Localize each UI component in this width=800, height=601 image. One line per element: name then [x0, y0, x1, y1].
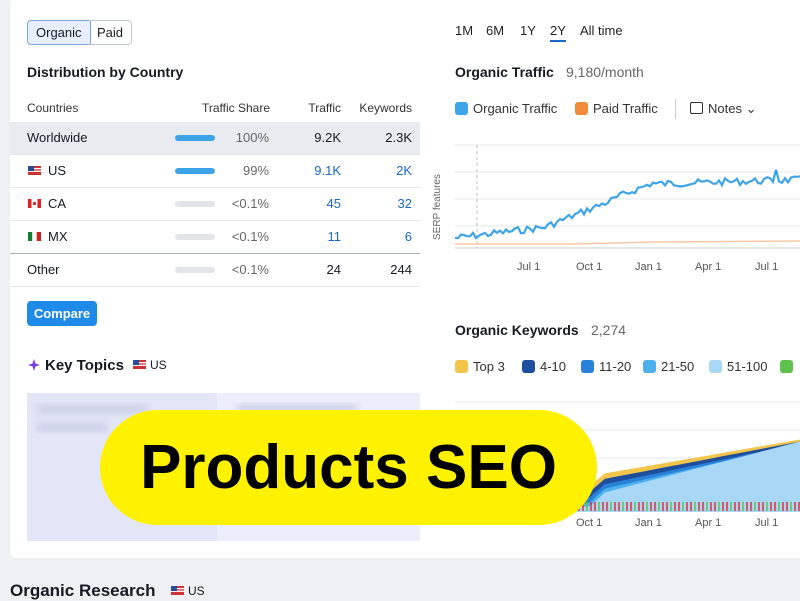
column-header: Traffic [308, 101, 341, 115]
swatch [522, 360, 535, 373]
x-label: Apr 1 [695, 517, 722, 529]
table-row[interactable] [10, 188, 420, 221]
traffic-share: 99% [242, 163, 269, 178]
period-button[interactable]: All time [580, 23, 623, 38]
traffic[interactable]: 9.1K [314, 163, 341, 178]
legend-label: 11-20 [599, 359, 632, 374]
swatch [709, 360, 722, 373]
compare-button[interactable]: Compare [27, 301, 97, 326]
section-title: Distribution by Country [27, 64, 184, 80]
x-label: Oct 1 [576, 517, 603, 529]
x-label: Jul 1 [755, 261, 779, 273]
column-header: Keywords [359, 101, 412, 115]
legend-item[interactable]: 51-100 [709, 359, 767, 374]
flag [28, 166, 41, 175]
keywords-title: Organic Keywords [455, 322, 579, 338]
tab-organic[interactable]: Organic [27, 20, 91, 45]
table-row[interactable] [10, 122, 420, 155]
swatch [455, 360, 468, 373]
traffic-share: <0.1% [231, 196, 269, 211]
legend-item[interactable]: Paid Traffic [575, 101, 658, 116]
legend-item[interactable]: 4-10 [522, 359, 566, 374]
paid-line [455, 240, 800, 245]
table-row[interactable] [10, 155, 420, 188]
sparkle-icon [28, 359, 40, 371]
traffic[interactable]: 45 [326, 196, 341, 211]
divider [675, 99, 676, 119]
x-label: Jan 1 [635, 261, 662, 273]
column-header: Countries [27, 101, 79, 115]
x-label: Apr 1 [695, 261, 722, 273]
banner: Products SEO [100, 410, 597, 525]
legend-label: Top 3 [473, 359, 505, 374]
legend-label: Paid Traffic [593, 101, 658, 116]
swatch [643, 360, 656, 373]
us-flag [171, 586, 184, 595]
tab-paid[interactable]: Paid [89, 20, 133, 45]
period-button[interactable]: 1Y [520, 23, 536, 38]
x-label: Jan 1 [635, 517, 662, 529]
traffic-chart [455, 144, 800, 249]
x-label: Jul 1 [755, 517, 779, 529]
keywords: 2.3K [385, 130, 412, 145]
axis-label: SERP features [432, 174, 443, 240]
legend-label: 51-100 [727, 359, 768, 374]
traffic: 24 [326, 262, 341, 277]
table-row[interactable] [10, 221, 420, 254]
table-row[interactable] [10, 254, 420, 287]
legend-item[interactable]: 21-50 [643, 359, 694, 374]
flag [28, 199, 41, 208]
keywords[interactable]: 32 [397, 196, 412, 211]
footer-title: Organic Research [10, 581, 156, 600]
key-topics-title: Key Topics [45, 357, 124, 374]
swatch [581, 360, 594, 373]
country: CA [48, 196, 67, 211]
traffic: 9.2K [314, 130, 341, 145]
traffic-share: <0.1% [231, 262, 269, 277]
flag [28, 232, 41, 241]
traffic-value: 9,180/month [566, 64, 644, 80]
legend-label: 21-50 [661, 359, 695, 374]
legend-item[interactable]: Top 3 [455, 359, 505, 374]
x-label: Jul 1 [517, 261, 541, 273]
country: Worldwide [27, 130, 88, 145]
region: US [150, 358, 167, 372]
period-button[interactable]: 1M [455, 23, 474, 38]
x-label: Oct 1 [576, 261, 603, 273]
keywords[interactable]: 2K [396, 163, 412, 178]
traffic-share: <0.1% [231, 229, 269, 244]
period-button[interactable]: 6M [486, 23, 505, 38]
legend-item[interactable]: Organic Traffic [455, 101, 557, 116]
country: Other [27, 262, 60, 277]
legend-item[interactable] [780, 359, 798, 374]
traffic-line [455, 169, 800, 240]
keywords[interactable]: 6 [404, 229, 412, 244]
legend-item[interactable]: 11-20 [581, 359, 631, 374]
footer-region: US [188, 584, 205, 598]
share-bar [175, 168, 215, 174]
period-button[interactable]: 2Y [550, 23, 566, 42]
traffic-share: 100% [235, 130, 269, 145]
notes-button[interactable]: Notes ⌄ [690, 101, 756, 117]
share-bar [175, 135, 215, 141]
keywords-value: 2,274 [591, 322, 627, 338]
us-flag [133, 360, 146, 369]
country: MX [48, 229, 68, 244]
share-bar [175, 201, 215, 207]
legend-label: 4-10 [540, 359, 567, 374]
share-bar [175, 267, 215, 273]
keywords: 244 [390, 262, 412, 277]
traffic-title: Organic Traffic [455, 64, 554, 80]
country: US [48, 163, 67, 178]
notes-label: Notes [708, 101, 742, 116]
traffic[interactable]: 11 [327, 229, 342, 244]
share-bar [175, 234, 215, 240]
column-header: Traffic Share [201, 101, 270, 115]
legend-label: Organic Traffic [473, 101, 558, 116]
